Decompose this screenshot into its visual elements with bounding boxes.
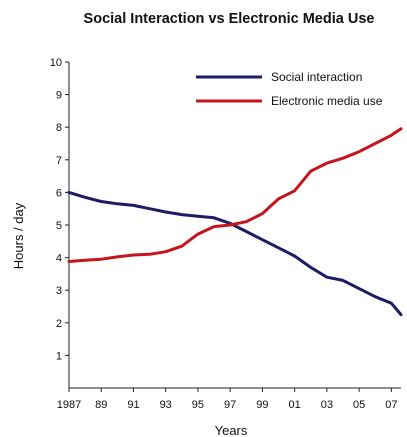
y-tick-label: 2 (56, 318, 62, 330)
y-tick-label: 3 (56, 285, 62, 297)
y-axis-title: Hours / day (11, 202, 26, 269)
y-tick-label: 7 (56, 155, 62, 167)
y-tick-label: 9 (56, 90, 62, 102)
y-tick-label: 1 (56, 350, 62, 362)
series-line-social-interaction (67, 190, 403, 317)
legend-label-electronic-media-use: Electronic media use (271, 94, 383, 108)
chart-title: Social Interaction vs Electronic Media U… (84, 11, 375, 27)
y-tick-label: 10 (50, 57, 62, 69)
y-tick-label: 4 (56, 253, 62, 265)
x-axis-title: Years (215, 423, 248, 437)
series-line-electronic-media-use (67, 127, 403, 263)
legend-label-social-interaction: Social interaction (271, 70, 362, 84)
series-layer (67, 127, 403, 317)
x-tick-label: 01 (289, 399, 301, 411)
x-tick-label: 1987 (57, 399, 81, 411)
legend: Social interaction Electronic media use (196, 70, 383, 108)
x-tick-label: 91 (127, 399, 139, 411)
y-tick-label: 6 (56, 187, 62, 199)
x-tick-label: 03 (321, 399, 333, 411)
x-tick-label: 99 (256, 399, 268, 411)
x-tick-label: 89 (95, 399, 107, 411)
x-tick-label: 07 (385, 399, 397, 411)
x-tick-label: 95 (192, 399, 204, 411)
x-tick-label: 97 (224, 399, 236, 411)
y-tick-label: 8 (56, 122, 62, 134)
y-tick-label: 5 (56, 220, 62, 232)
x-tick-label: 93 (160, 399, 172, 411)
x-tick-label: 05 (353, 399, 365, 411)
